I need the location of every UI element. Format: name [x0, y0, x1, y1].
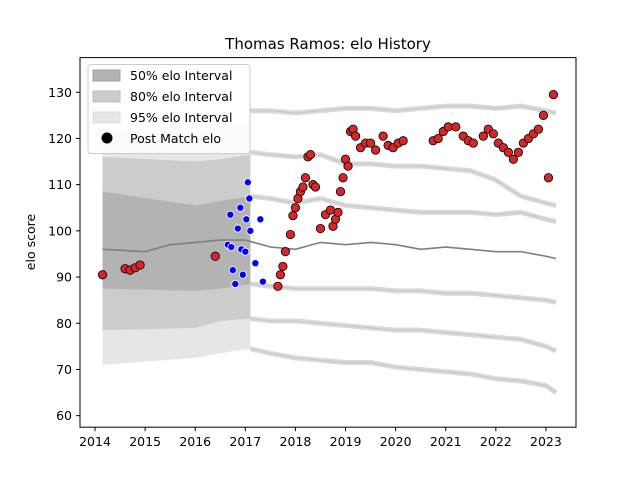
point-blue — [251, 259, 260, 268]
y-tick-label: 70 — [56, 362, 72, 377]
point-blue — [242, 215, 251, 224]
y-tick-label: 130 — [48, 85, 72, 100]
x-tick-label: 2020 — [380, 434, 412, 449]
point-red — [273, 281, 283, 291]
point-red — [285, 229, 296, 240]
point-red — [135, 260, 145, 270]
x-tick-label: 2023 — [530, 434, 562, 449]
y-tick-label: 80 — [56, 316, 72, 331]
point-blue — [238, 270, 247, 279]
point-red — [451, 122, 461, 132]
y-tick-label: 90 — [56, 270, 72, 285]
legend-swatch-band50 — [92, 69, 121, 82]
point-blue — [241, 247, 250, 256]
y-axis: 60 70 80 90 100 110 120 130 — [48, 85, 80, 423]
point-red — [350, 131, 361, 141]
mean-elo-line — [102, 239, 557, 260]
legend-label-band50: 50% elo Interval — [130, 68, 232, 83]
point-red — [298, 182, 308, 192]
legend-label-band95: 95% elo Interval — [130, 110, 232, 125]
point-blue — [231, 279, 240, 288]
point-blue — [233, 224, 242, 233]
point-red — [433, 133, 443, 144]
point-red — [398, 136, 408, 146]
point-red — [548, 89, 559, 100]
point-red — [315, 223, 326, 234]
plot-frame — [79, 57, 577, 428]
legend-swatch-band80 — [92, 90, 121, 103]
point-red — [275, 270, 286, 280]
point-red — [278, 261, 288, 272]
point-red — [325, 205, 336, 215]
y-tick-label: 100 — [48, 223, 72, 238]
x-tick-label: 2021 — [430, 434, 462, 449]
point-red — [288, 211, 298, 221]
point-red — [503, 147, 513, 157]
interval-track-edge-lower80 — [250, 318, 557, 352]
point-blue — [236, 203, 245, 212]
point-red — [378, 131, 388, 141]
point-red — [370, 145, 381, 155]
point-red — [333, 207, 343, 217]
point-red — [365, 138, 376, 148]
point-blue — [246, 226, 255, 235]
y-tick-label: 60 — [56, 408, 72, 423]
point-blue — [245, 194, 254, 203]
legend-marker-points — [101, 132, 113, 144]
point-red — [468, 138, 478, 148]
point-red — [280, 247, 291, 257]
plot-area — [97, 89, 559, 395]
point-red — [478, 131, 488, 141]
point-red — [97, 270, 108, 280]
point-blue — [243, 178, 252, 187]
point-blue — [228, 266, 237, 275]
x-tick-label: 2022 — [480, 434, 512, 449]
point-red — [543, 173, 554, 183]
point-blue — [227, 243, 236, 252]
legend-box — [87, 64, 251, 154]
point-red — [300, 173, 311, 183]
point-red — [513, 147, 523, 157]
point-red — [533, 124, 544, 134]
point-red — [343, 161, 353, 171]
point-red — [210, 251, 220, 261]
point-red — [488, 129, 498, 139]
point-blue — [256, 215, 265, 224]
x-tick-label: 2017 — [229, 434, 261, 449]
point-blue — [226, 210, 235, 219]
x-tick-label: 2015 — [129, 434, 161, 449]
point-red — [305, 150, 316, 160]
x-tick-label: 2014 — [79, 434, 111, 449]
point-blue — [258, 277, 267, 286]
x-tick-label: 2016 — [179, 434, 211, 449]
point-red — [290, 203, 301, 213]
y-axis-title: elo score — [23, 214, 38, 271]
x-axis: 2014 2015 2016 2017 2018 2019 2020 2021 2022 2023 — [79, 427, 562, 449]
interval-track-edge-upper80 — [250, 151, 557, 206]
legend: 50% elo Interval 80% elo Interval 95% el… — [87, 64, 251, 154]
legend-label-points: Post Match elo — [130, 131, 221, 146]
point-red — [508, 154, 518, 164]
interval-track-edge-upper95 — [250, 105, 557, 114]
point-red — [310, 182, 321, 192]
point-red — [335, 186, 346, 197]
legend-label-band80: 80% elo Interval — [130, 89, 232, 104]
point-red — [338, 173, 348, 183]
x-tick-label: 2018 — [280, 434, 312, 449]
y-tick-label: 120 — [48, 131, 72, 146]
y-tick-label: 110 — [48, 177, 72, 192]
x-tick-label: 2019 — [330, 434, 362, 449]
interval-track-edge-lower50 — [250, 283, 557, 303]
point-red — [538, 110, 549, 120]
interval-track-edge-lower95 — [250, 348, 557, 393]
legend-swatch-band95 — [92, 111, 121, 124]
chart-title: Thomas Ramos: elo History — [224, 35, 431, 53]
